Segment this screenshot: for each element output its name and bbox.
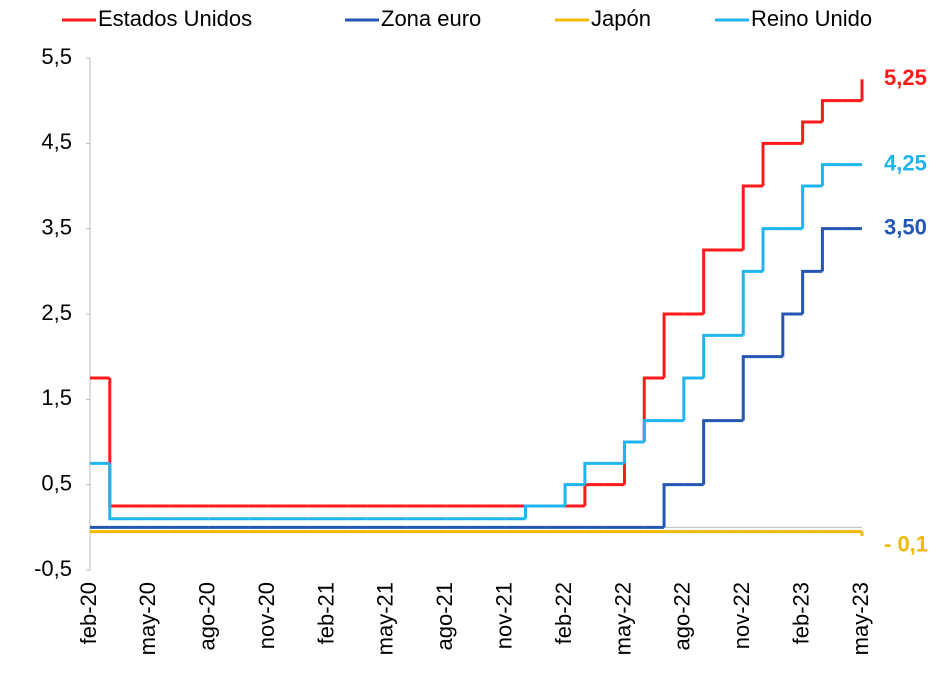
step-segment — [741, 269, 764, 336]
x-tick-label: feb-23 — [788, 582, 813, 644]
y-tick-label: 3,5 — [41, 214, 72, 239]
step-segment — [761, 227, 783, 272]
x-tick-label: nov-21 — [492, 582, 517, 649]
step-segment — [820, 163, 843, 186]
step-segment — [108, 378, 130, 508]
y-tick-label: 1,5 — [41, 385, 72, 410]
value-label: 5,25 — [884, 65, 927, 90]
step-segment — [761, 141, 783, 186]
y-tick-label: 2,5 — [41, 300, 72, 325]
x-tick-label: ago-21 — [432, 582, 457, 651]
step-segment — [563, 483, 585, 506]
legend-label: Estados Unidos — [98, 6, 252, 31]
step-segment — [820, 99, 843, 122]
x-tick-label: feb-20 — [76, 582, 101, 644]
step-segment — [108, 463, 130, 521]
x-tick-label: ago-20 — [195, 582, 220, 651]
x-tick-label: may-20 — [135, 582, 160, 655]
x-tick-label: nov-22 — [729, 582, 754, 649]
y-tick-label: -0,5 — [34, 556, 72, 581]
step-segment — [741, 355, 764, 421]
step-segment — [622, 440, 645, 485]
series-line — [90, 530, 864, 536]
x-tick-label: feb-22 — [551, 582, 576, 644]
step-segment — [702, 419, 724, 485]
legend-label: Japón — [591, 6, 651, 31]
x-tick-label: feb-21 — [313, 582, 338, 644]
step-segment — [820, 227, 843, 272]
step-segment — [801, 120, 823, 144]
step-segment — [702, 248, 724, 314]
step-segment — [523, 504, 546, 519]
x-tick-label: may-22 — [610, 582, 635, 655]
series-line — [90, 227, 862, 529]
step-segment — [583, 461, 605, 485]
series-line — [90, 163, 862, 521]
step-segment — [662, 312, 684, 378]
y-tick-label: 4,5 — [41, 129, 72, 154]
step-segment — [622, 440, 645, 464]
step-segment — [642, 419, 665, 442]
y-tick-label: 5,5 — [41, 44, 72, 69]
step-segment — [801, 184, 823, 229]
x-tick-label: may-23 — [848, 582, 873, 655]
step-segment — [801, 269, 823, 314]
series-line — [90, 79, 864, 508]
step-segment — [642, 376, 665, 442]
x-tick-label: may-21 — [373, 582, 398, 655]
step-segment — [682, 376, 704, 421]
legend-label: Reino Unido — [751, 6, 872, 31]
step-segment — [741, 184, 764, 250]
value-label: 3,50 — [884, 214, 927, 239]
y-tick-label: 0,5 — [41, 470, 72, 495]
step-segment — [583, 483, 605, 506]
value-label: - 0,1 — [884, 532, 928, 557]
step-segment — [662, 483, 684, 528]
step-segment — [781, 312, 803, 357]
value-label: 4,25 — [884, 150, 927, 175]
step-segment — [702, 333, 724, 378]
legend-label: Zona euro — [381, 6, 481, 31]
x-tick-label: ago-22 — [670, 582, 695, 651]
x-tick-label: nov-20 — [254, 582, 279, 649]
